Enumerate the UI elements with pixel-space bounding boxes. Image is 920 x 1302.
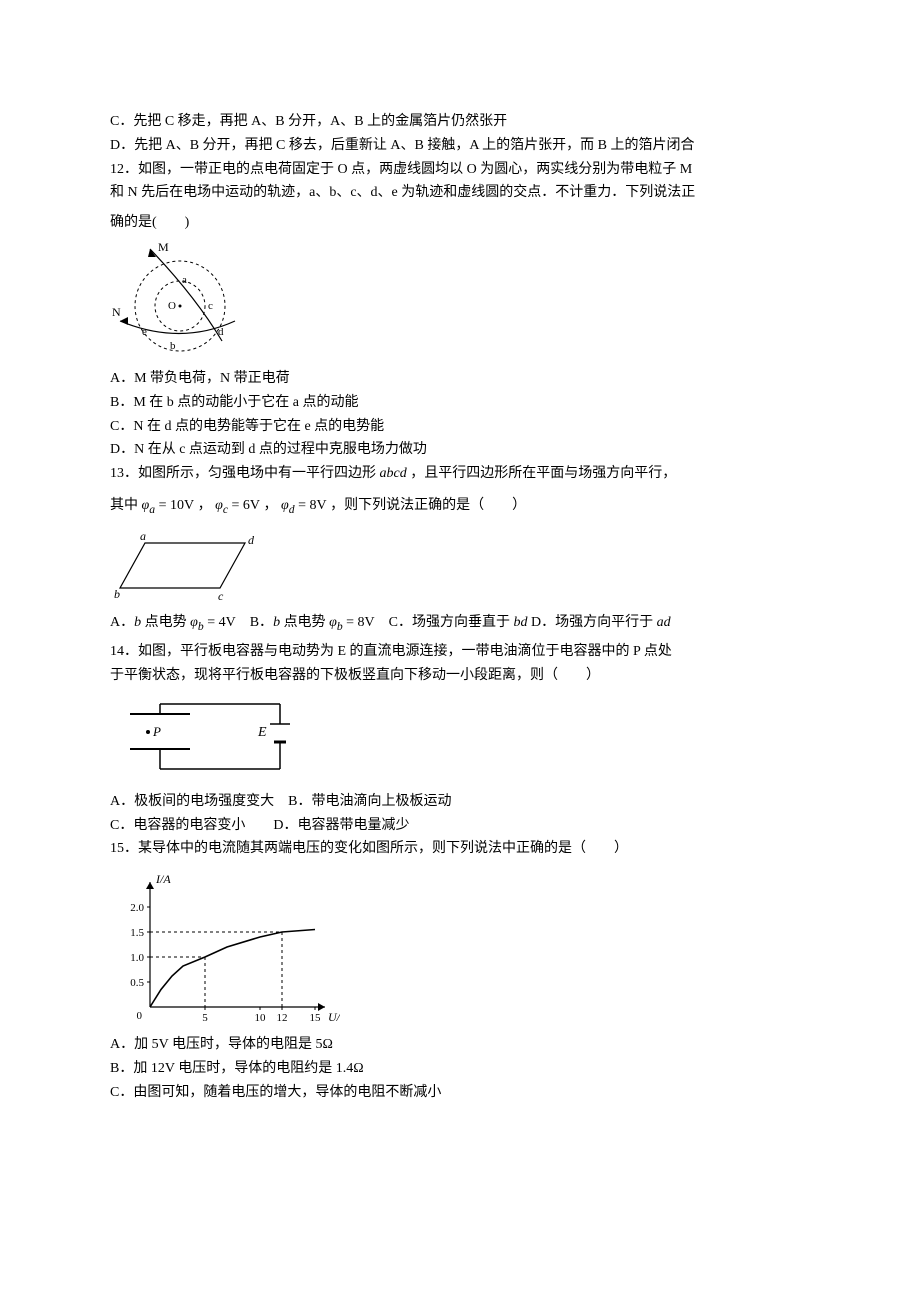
q15-chart: 0.5 1.0 1.5 2.0 5 10 12 15 0 I/A U/V	[110, 867, 340, 1027]
label-d: d	[218, 326, 224, 338]
q13-options: A．b 点电势 φb = 4V B．b 点电势 φb = 8V C．场强方向垂直…	[110, 611, 810, 637]
q14-options-row2: C．电容器的电容变小 D．电容器带电量减少	[110, 814, 810, 838]
svg-text:2.0: 2.0	[130, 902, 144, 914]
q12-stem-2: 和 N 先后在电场中运动的轨迹，a、b、c、d、e 为轨迹和虚线圆的交点．不计重…	[110, 181, 810, 205]
q15-opt-a: A．加 5V 电压时，导体的电阻是 5Ω	[110, 1033, 810, 1057]
q15-opt-c: C．由图可知，随着电压的增大，导体的电阻不断减小	[110, 1081, 810, 1105]
label-O: O	[168, 300, 176, 312]
svg-text:0.5: 0.5	[130, 977, 144, 989]
label-N: N	[112, 305, 121, 319]
label-P: P	[152, 724, 161, 739]
label-e: e	[142, 326, 147, 338]
q15-stem: 15．某导体中的电流随其两端电压的变化如图所示，则下列说法中正确的是（ ）	[110, 837, 810, 861]
svg-text:15: 15	[310, 1012, 322, 1024]
svg-text:12: 12	[277, 1012, 288, 1024]
svg-text:10: 10	[255, 1012, 267, 1024]
label-a: a	[182, 274, 187, 286]
label-c: c	[208, 300, 213, 312]
q14-diagram: P E	[110, 694, 320, 784]
label-M: M	[158, 241, 169, 254]
q13-diagram: a d b c	[110, 528, 270, 603]
q12-opt-a: A．M 带负电荷，N 带正电荷	[110, 367, 810, 391]
q14-options-row1: A．极板间的电场强度变大 B．带电油滴向上极板运动	[110, 790, 810, 814]
q15-opt-b: B．加 12V 电压时，导体的电阻约是 1.4Ω	[110, 1057, 810, 1081]
label-E: E	[257, 725, 267, 740]
label-d: d	[248, 533, 255, 547]
svg-text:1.0: 1.0	[130, 952, 144, 964]
svg-text:5: 5	[202, 1012, 208, 1024]
svg-text:1.5: 1.5	[130, 927, 144, 939]
q13-stem-1: 13．如图所示，匀强电场中有一平行四边形 abcd ，且平行四边形所在平面与场强…	[110, 462, 810, 486]
q12-opt-d: D．N 在从 c 点运动到 d 点的过程中克服电场力做功	[110, 438, 810, 462]
label-a: a	[140, 529, 146, 543]
q12-diagram: O M N a b c d e	[110, 241, 260, 361]
q12-opt-b: B．M 在 b 点的动能小于它在 a 点的动能	[110, 391, 810, 415]
svg-text:U/V: U/V	[328, 1010, 340, 1024]
q13-stem-2: 其中 φa = 10V ， φc = 6V ， φd = 8V ，则下列说法正确…	[110, 494, 810, 520]
q11-opt-c: C．先把 C 移走，再把 A、B 分开，A、B 上的金属箔片仍然张开	[110, 110, 810, 134]
svg-text:0: 0	[137, 1010, 143, 1022]
q12-stem-3: 确的是( )	[110, 211, 810, 235]
q14-stem-1: 14．如图，平行板电容器与电动势为 E 的直流电源连接，一带电油滴位于电容器中的…	[110, 640, 810, 664]
svg-text:I/A: I/A	[155, 872, 171, 886]
label-b: b	[114, 587, 120, 601]
q11-opt-d: D．先把 A、B 分开，再把 C 移去，后重新让 A、B 接触，A 上的箔片张开…	[110, 134, 810, 158]
q12-stem-1: 12．如图，一带正电的点电荷固定于 O 点，两虚线圆均以 O 为圆心，两实线分别…	[110, 158, 810, 182]
label-c: c	[218, 589, 224, 603]
q14-stem-2: 于平衡状态，现将平行板电容器的下极板竖直向下移动一小段距离，则（ ）	[110, 664, 810, 688]
label-b: b	[170, 340, 176, 352]
q12-opt-c: C．N 在 d 点的电势能等于它在 e 点的电势能	[110, 415, 810, 439]
exam-page: C．先把 C 移走，再把 A、B 分开，A、B 上的金属箔片仍然张开 D．先把 …	[0, 0, 920, 1165]
